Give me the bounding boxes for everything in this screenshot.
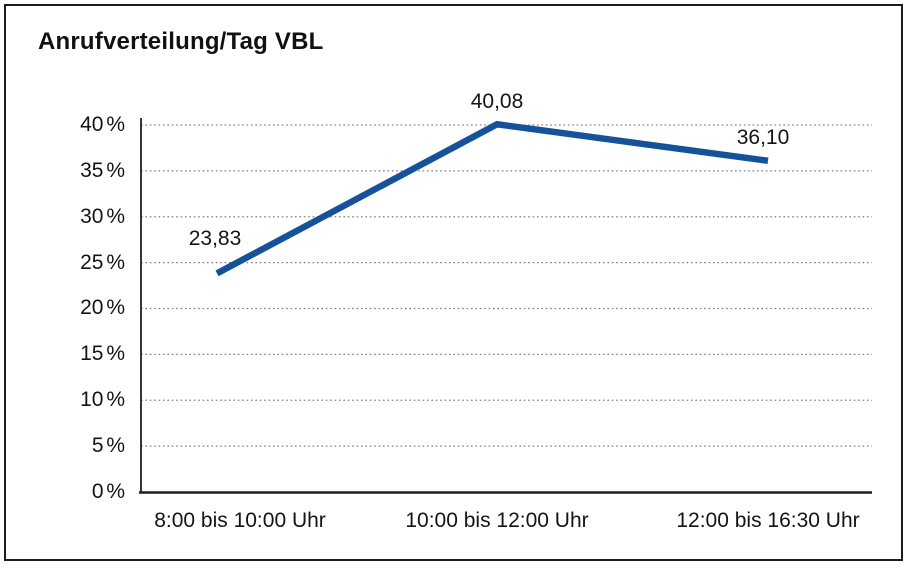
y-tick-label-30: 30 %	[80, 205, 125, 228]
y-tick-label-5: 5 %	[91, 434, 125, 457]
x-category-label-2: 10:00 bis 12:00 Uhr	[405, 509, 589, 532]
data-label-2: 40,08	[470, 90, 524, 113]
data-label-1: 23,83	[188, 227, 242, 250]
y-tick-label-20: 20 %	[80, 296, 125, 319]
chart-title: Anrufverteilung/Tag VBL	[38, 28, 324, 55]
y-tick-label-10: 10 %	[80, 388, 125, 411]
y-tick-label-15: 15 %	[80, 342, 125, 365]
data-label-3: 36,10	[736, 126, 790, 149]
y-tick-label-25: 25 %	[80, 251, 125, 274]
x-category-label-3: 12:00 bis 16:30 Uhr	[676, 509, 860, 532]
y-tick-label-35: 35 %	[80, 159, 125, 182]
chart-frame	[4, 4, 903, 561]
y-tick-label-40: 40 %	[80, 113, 125, 136]
x-category-label-1: 8:00 bis 10:00 Uhr	[154, 509, 326, 532]
y-tick-label-0: 0 %	[91, 480, 125, 503]
data-line-series	[215, 120, 769, 277]
